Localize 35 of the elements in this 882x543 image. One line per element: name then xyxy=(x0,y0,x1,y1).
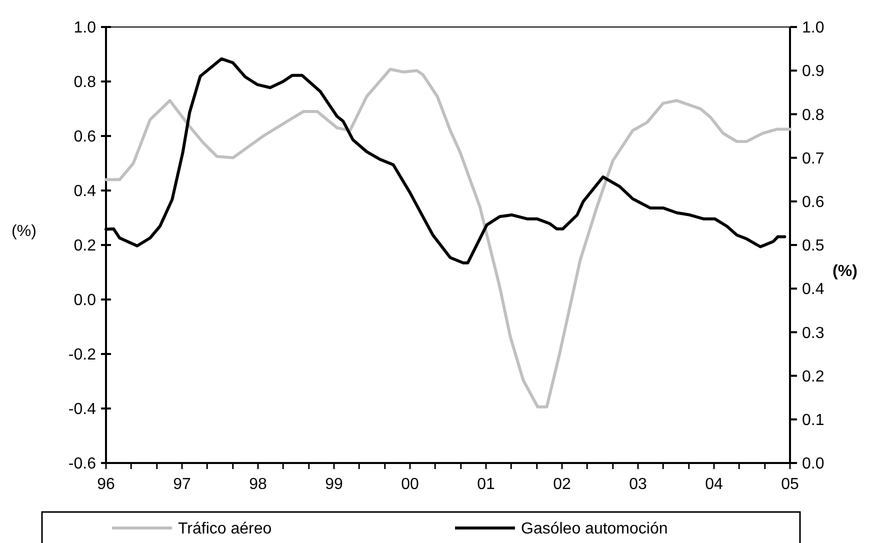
y2-tick-label: 0.6 xyxy=(802,194,824,211)
y2-tick-label: 0.8 xyxy=(802,106,824,124)
x-tick-label: 02 xyxy=(553,476,571,493)
x-tick-label: 98 xyxy=(249,476,267,493)
y-tick-label: -0.6 xyxy=(68,456,96,473)
y-tick-label: -0.2 xyxy=(68,346,96,364)
y-tick-label: 0.6 xyxy=(74,128,96,146)
y2-tick-label: 0.3 xyxy=(802,324,824,342)
y2-tick-label: 1.0 xyxy=(802,20,824,37)
y-tick-label: 0.0 xyxy=(74,292,96,310)
x-tick-label: 01 xyxy=(477,476,495,493)
y2-tick-label: 0.9 xyxy=(802,63,824,80)
x-tick-label: 99 xyxy=(325,476,343,493)
x-tick-label: 00 xyxy=(401,476,419,493)
y2-tick-label: 0.1 xyxy=(802,412,824,429)
y2-tick-label: 0.5 xyxy=(802,238,824,255)
y-tick-label: 1.0 xyxy=(74,20,96,37)
y-tick-label: 0.8 xyxy=(74,74,96,92)
y2-axis-title: (%) xyxy=(832,263,858,280)
x-tick-label: 04 xyxy=(705,476,723,493)
line-series xyxy=(104,68,792,408)
y-axis-title: (%) xyxy=(12,223,36,240)
y2-tick-label: 0.4 xyxy=(802,281,824,298)
y-tick-label: 0.2 xyxy=(74,238,96,255)
legend-label: Tráfico aéreo xyxy=(178,520,272,538)
x-tick-label: 96 xyxy=(97,476,115,493)
y2-tick-label: 0.0 xyxy=(802,456,824,473)
legend-label: Gasóleo automoción xyxy=(521,520,668,538)
y2-tick-label: 0.7 xyxy=(802,150,824,168)
y-tick-label: -0.4 xyxy=(68,401,96,418)
y-tick-label: 0.4 xyxy=(74,183,96,200)
y2-tick-label: 0.2 xyxy=(802,368,824,386)
x-tick-label: 97 xyxy=(173,476,191,493)
x-tick-label: 05 xyxy=(781,476,799,493)
x-tick-label: 03 xyxy=(629,476,647,493)
